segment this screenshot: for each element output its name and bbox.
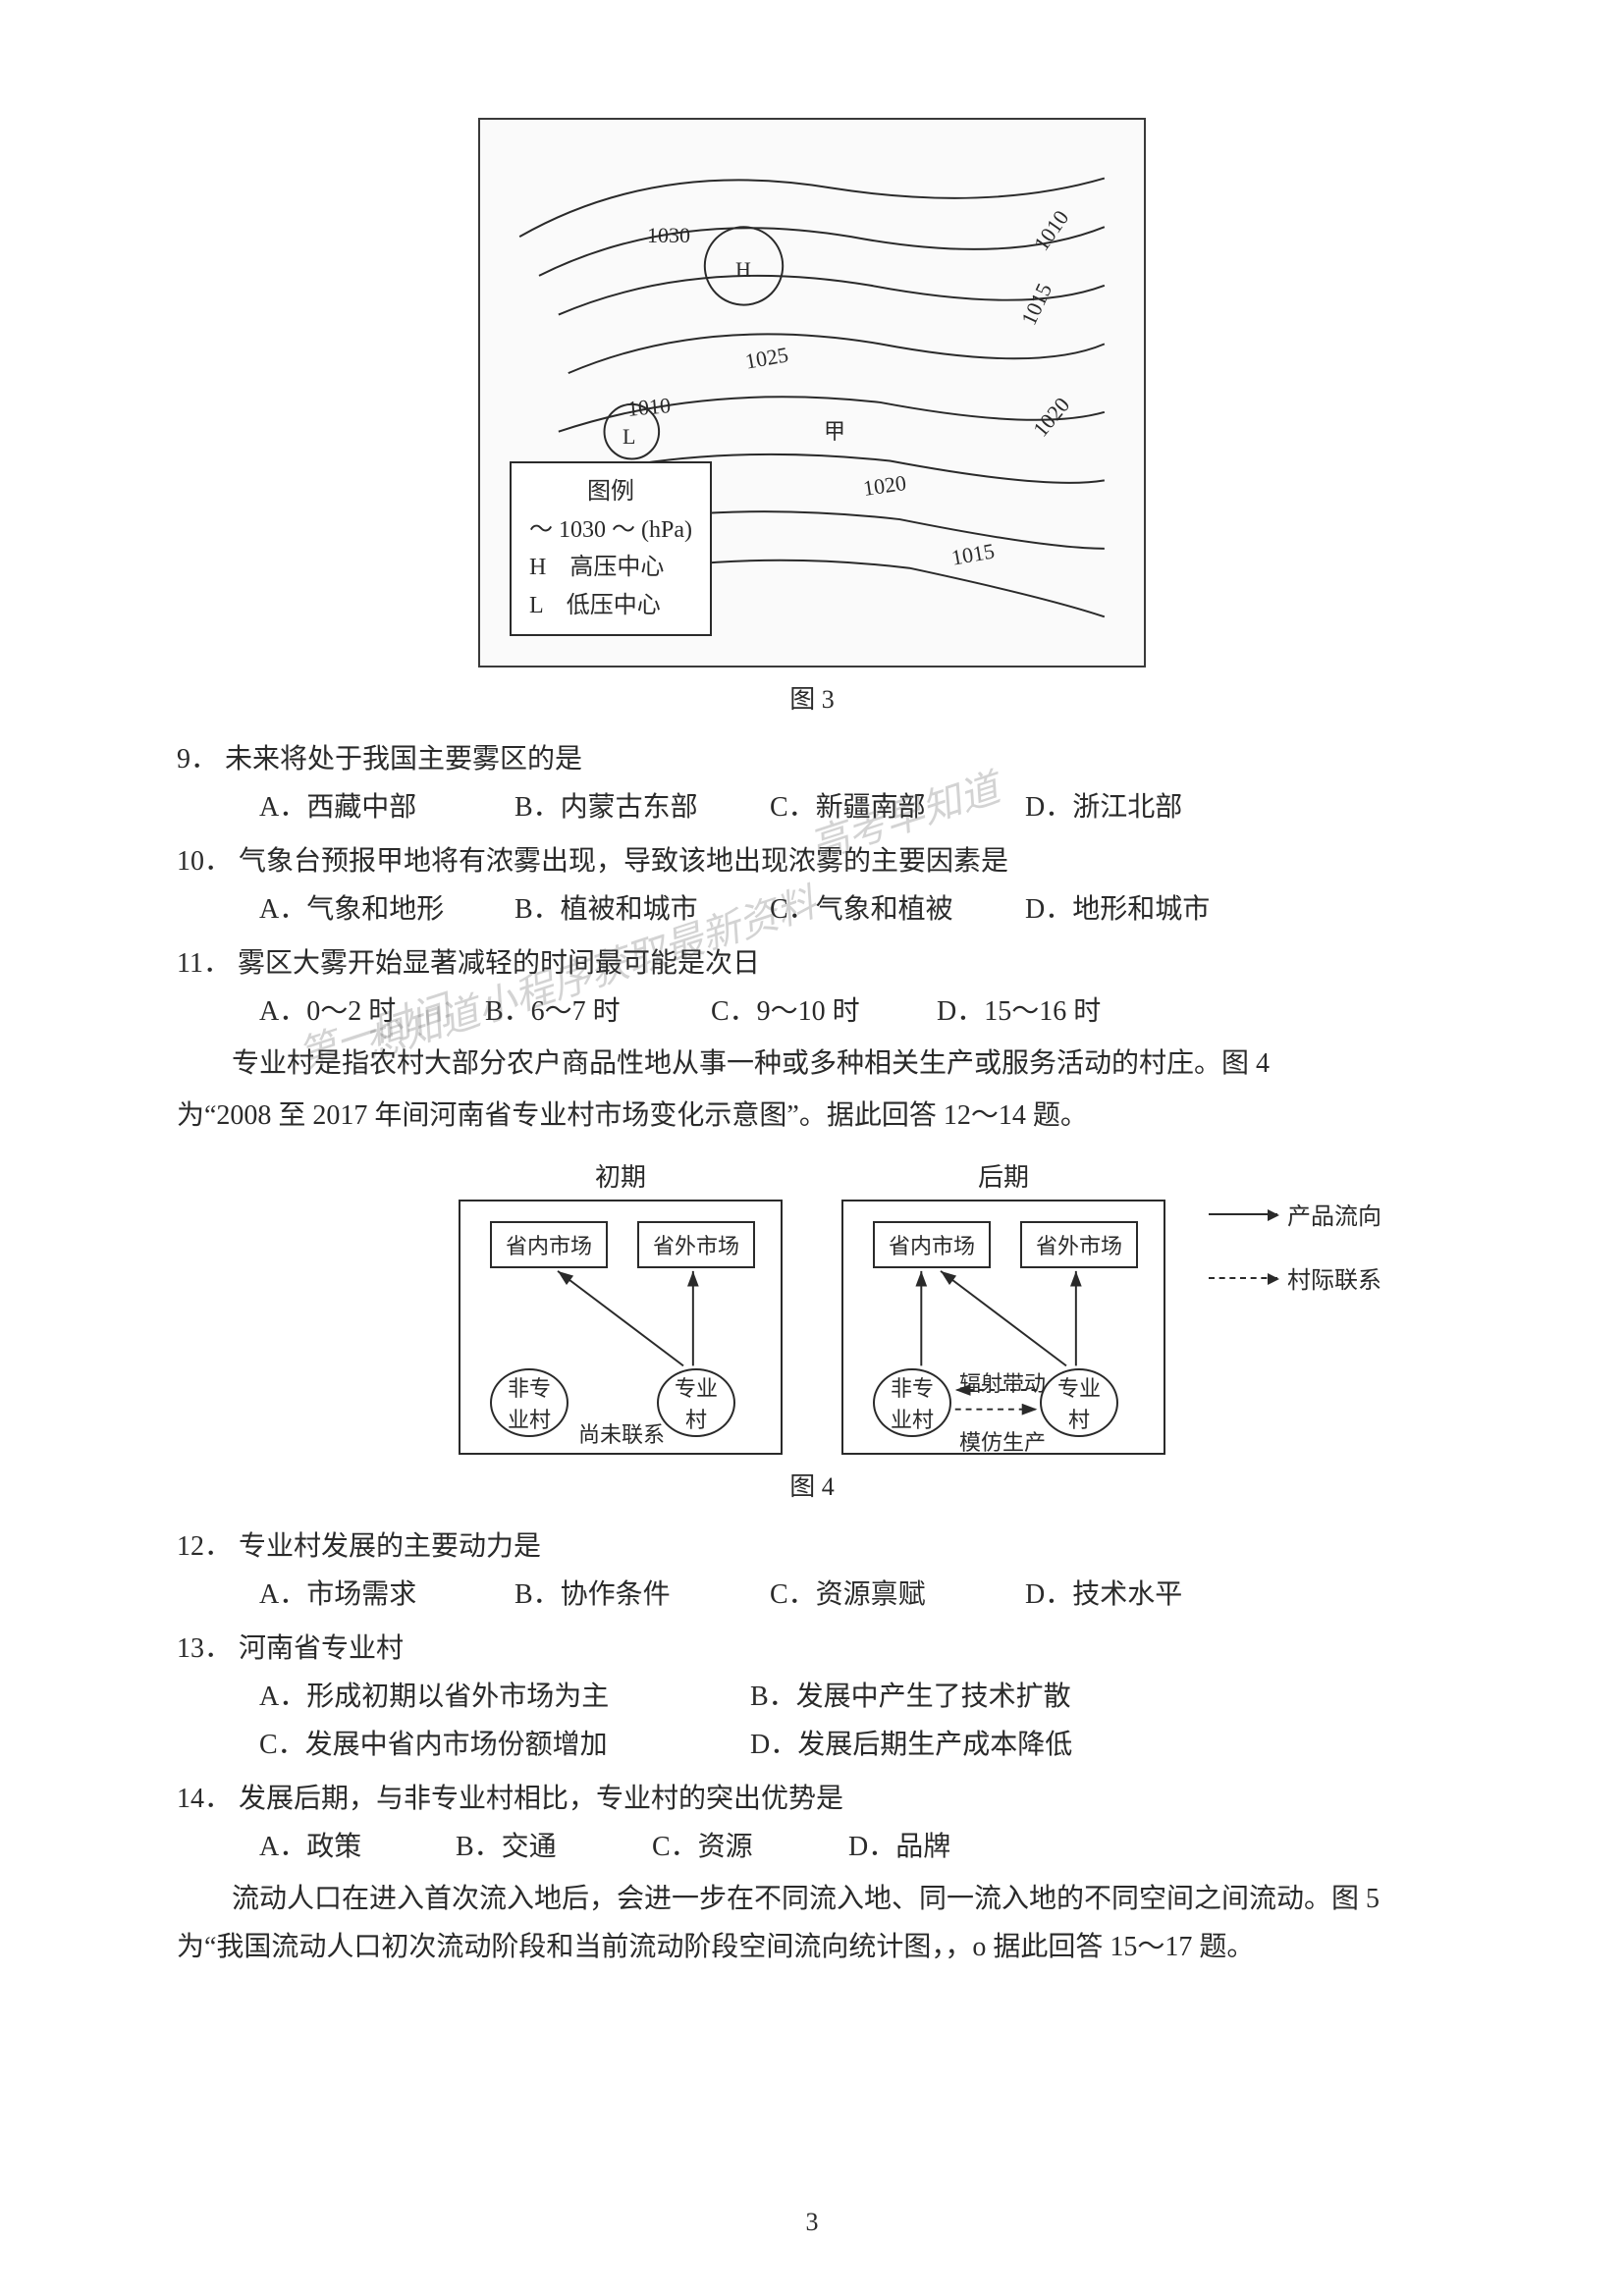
node-nonspec: 非专 业村 xyxy=(490,1368,568,1437)
figure-3: 1030 H 1025 1010 1015 1010 L 甲 1020 1020… xyxy=(177,118,1447,716)
node-prov-out: 省外市场 xyxy=(1020,1221,1138,1268)
legend-low: L 低压中心 xyxy=(529,587,692,624)
question-14-option-b[interactable]: B．交通 xyxy=(456,1823,652,1871)
question-14-option-c[interactable]: C．资源 xyxy=(652,1823,848,1871)
figure-3-legend: 图例 ～ 1030 ～ (hPa) H 高压中心 L 低压中心 xyxy=(510,461,712,636)
question-10: 10． 气象台预报甲地将有浓雾出现，导致该地出现浓雾的主要因素是 A．气象和地形… xyxy=(177,837,1447,934)
question-12-number: 12． xyxy=(177,1531,232,1562)
question-13-text: 河南省专业村 xyxy=(239,1633,404,1664)
figure-4-panel-early: 初期 省内市场 省外市场 非专 业村 专业 村 尚未联系 xyxy=(459,1157,783,1455)
question-11-option-c[interactable]: C．9～10 时 xyxy=(711,988,937,1036)
map-label: 1010 xyxy=(1029,206,1075,256)
map-label: 1015 xyxy=(949,538,997,570)
question-11-number: 11． xyxy=(177,948,231,979)
map-label: 1020 xyxy=(861,470,907,502)
figure-4-panel-late: 后期 省内市场 省外市场 非专 业村 专业 村 辐射带动 模仿生产 xyxy=(841,1157,1165,1455)
page-number: 3 xyxy=(806,2208,819,2237)
passage-12-14-line1: 专业村是指农村大部分农户商品性地从事一种或多种相关生产或服务活动的村庄。图 4 xyxy=(177,1040,1447,1088)
question-11: 11． 雾区大雾开始显著减轻的时间最可能是次日 A．0～2 时 B．6～7 时 … xyxy=(177,939,1447,1036)
question-13-option-b[interactable]: B．发展中产生了技术扩散 xyxy=(750,1673,1241,1721)
map-label-l: L xyxy=(623,424,635,450)
passage-15-17: 流动人口在进入首次流入地后，会进一步在不同流入地、同一流入地的不同空间之间流动。… xyxy=(177,1875,1447,1971)
legend-village-link: 村际联系 xyxy=(1209,1260,1381,1295)
question-9: 9． 未来将处于我国主要雾区的是 A．西藏中部 B．内蒙古东部 C．新疆南部 D… xyxy=(177,735,1447,831)
map-label: 1030 xyxy=(647,223,690,248)
question-9-option-d[interactable]: D．浙江北部 xyxy=(1025,783,1280,831)
node-prov-out: 省外市场 xyxy=(637,1221,755,1268)
question-10-option-c[interactable]: C．气象和植被 xyxy=(770,885,1025,934)
figure-3-caption: 图 3 xyxy=(789,679,835,716)
question-12-option-d[interactable]: D．技术水平 xyxy=(1025,1571,1280,1619)
node-nonspec: 非专 业村 xyxy=(873,1368,951,1437)
question-13: 13． 河南省专业村 A．形成初期以省外市场为主 B．发展中产生了技术扩散 C．… xyxy=(177,1625,1447,1769)
question-10-text: 气象台预报甲地将有浓雾出现，导致该地出现浓雾的主要因素是 xyxy=(239,846,1008,877)
node-spec: 专业 村 xyxy=(1040,1368,1118,1437)
panel-late-title: 后期 xyxy=(978,1157,1029,1194)
question-10-option-d[interactable]: D．地形和城市 xyxy=(1025,885,1280,934)
map-label: 1010 xyxy=(626,393,672,422)
question-14-number: 14． xyxy=(177,1784,232,1814)
question-14-text: 发展后期，与非专业村相比，专业村的突出优势是 xyxy=(239,1784,843,1814)
question-12: 12． 专业村发展的主要动力是 A．市场需求 B．协作条件 C．资源禀赋 D．技… xyxy=(177,1522,1447,1619)
figure-4: 初期 省内市场 省外市场 非专 业村 专业 村 尚未联系 后期 省内市场 省外市… xyxy=(177,1140,1447,1503)
question-12-text: 专业村发展的主要动力是 xyxy=(239,1531,541,1562)
passage-12-14-line2: 为“2008 至 2017 年间河南省专业村市场变化示意图”。据此回答 12～1… xyxy=(177,1092,1447,1140)
figure-4-caption: 图 4 xyxy=(789,1467,835,1503)
question-11-option-d[interactable]: D．15～16 时 xyxy=(937,988,1163,1036)
map-label: 1015 xyxy=(1016,280,1057,330)
question-14: 14． 发展后期，与非专业村相比，专业村的突出优势是 A．政策 B．交通 C．资… xyxy=(177,1775,1447,1871)
figure-4-legend: 产品流向 村际联系 xyxy=(1209,1197,1381,1295)
legend-product-flow-label: 产品流向 xyxy=(1287,1197,1381,1231)
question-9-option-c[interactable]: C．新疆南部 xyxy=(770,783,1025,831)
node-prov-in: 省内市场 xyxy=(490,1221,608,1268)
legend-high: H 高压中心 xyxy=(529,549,692,586)
question-10-option-a[interactable]: A．气象和地形 xyxy=(259,885,514,934)
figure-4-diagram: 初期 省内市场 省外市场 非专 业村 专业 村 尚未联系 后期 省内市场 省外市… xyxy=(459,1157,1165,1455)
question-14-option-a[interactable]: A．政策 xyxy=(259,1823,456,1871)
panel-early-title: 初期 xyxy=(595,1157,646,1194)
legend-product-flow: 产品流向 xyxy=(1209,1197,1381,1231)
question-13-option-a[interactable]: A．形成初期以省外市场为主 xyxy=(259,1673,750,1721)
question-12-option-c[interactable]: C．资源禀赋 xyxy=(770,1571,1025,1619)
question-9-option-b[interactable]: B．内蒙古东部 xyxy=(514,783,770,831)
map-label: 1020 xyxy=(1028,393,1075,442)
question-13-option-c[interactable]: C．发展中省内市场份额增加 xyxy=(259,1721,750,1769)
question-9-option-a[interactable]: A．西藏中部 xyxy=(259,783,514,831)
panel-early-note: 尚未联系 xyxy=(578,1417,665,1449)
figure-3-map: 1030 H 1025 1010 1015 1010 L 甲 1020 1020… xyxy=(478,118,1146,667)
panel-late-note-bottom: 模仿生产 xyxy=(959,1425,1046,1457)
map-label: 1025 xyxy=(743,342,790,374)
question-9-text: 未来将处于我国主要雾区的是 xyxy=(225,744,582,774)
question-10-number: 10． xyxy=(177,846,232,877)
question-11-text: 雾区大雾开始显著减轻的时间最可能是次日 xyxy=(238,948,760,979)
question-12-option-b[interactable]: B．协作条件 xyxy=(514,1571,770,1619)
question-14-option-d[interactable]: D．品牌 xyxy=(848,1823,1045,1871)
question-11-option-b[interactable]: B．6～7 时 xyxy=(485,988,711,1036)
node-spec: 专业 村 xyxy=(657,1368,735,1437)
legend-unit: ～ 1030 ～ (hPa) xyxy=(529,511,692,549)
question-12-option-a[interactable]: A．市场需求 xyxy=(259,1571,514,1619)
legend-village-link-label: 村际联系 xyxy=(1287,1260,1381,1295)
question-10-option-b[interactable]: B．植被和城市 xyxy=(514,885,770,934)
arrow-icon xyxy=(1209,1213,1277,1215)
legend-title: 图例 xyxy=(529,473,692,510)
map-label-h: H xyxy=(735,257,751,283)
map-label-jia: 甲 xyxy=(824,414,845,446)
question-9-number: 9． xyxy=(177,744,218,774)
question-13-option-d[interactable]: D．发展后期生产成本降低 xyxy=(750,1721,1241,1769)
dashed-arrow-icon xyxy=(1209,1277,1277,1279)
question-13-number: 13． xyxy=(177,1633,232,1664)
panel-late-note-top: 辐射带动 xyxy=(959,1366,1046,1398)
node-prov-in: 省内市场 xyxy=(873,1221,991,1268)
question-11-option-a[interactable]: A．0～2 时 xyxy=(259,988,485,1036)
